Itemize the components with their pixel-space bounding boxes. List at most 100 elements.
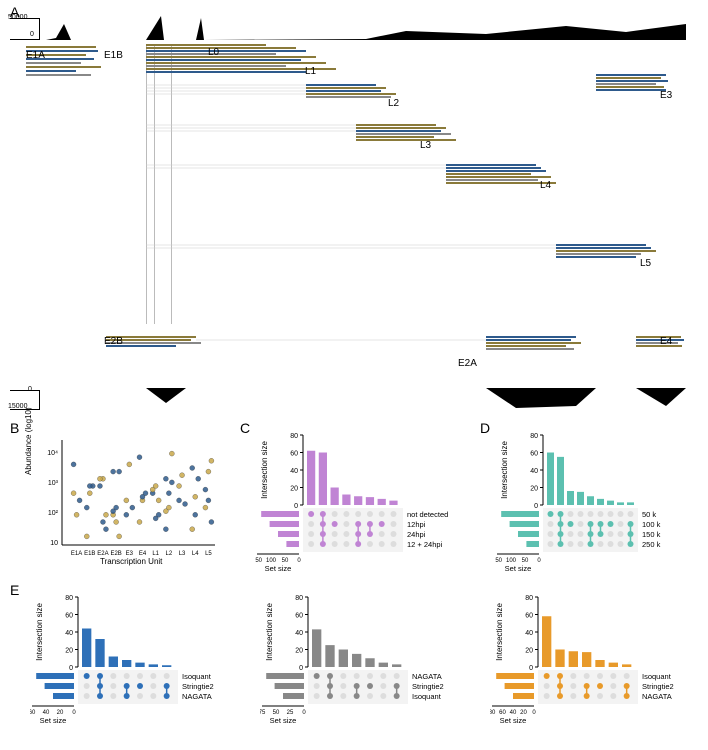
panel-a-top-coverage	[46, 16, 686, 40]
panel-e-label: E	[10, 582, 19, 598]
svg-text:40: 40	[530, 468, 538, 475]
svg-text:not detected: not detected	[407, 510, 448, 519]
label-e2a: E2A	[458, 358, 477, 369]
svg-text:10²: 10²	[48, 510, 59, 517]
svg-text:0: 0	[299, 665, 303, 672]
svg-text:80: 80	[525, 595, 533, 602]
svg-text:Set size: Set size	[505, 564, 532, 573]
panel-a-bottom-coverage	[46, 388, 686, 410]
svg-text:80: 80	[290, 433, 298, 440]
svg-text:0: 0	[69, 665, 73, 672]
svg-text:20: 20	[65, 648, 73, 655]
label-e4: E4	[660, 336, 672, 347]
svg-text:0: 0	[72, 710, 76, 716]
svg-text:0: 0	[529, 665, 533, 672]
label-e1b: E1B	[104, 50, 123, 61]
svg-text:Intersection size: Intersection size	[495, 603, 504, 661]
svg-text:10: 10	[50, 540, 58, 547]
svg-text:150: 150	[495, 558, 503, 564]
svg-text:100 k: 100 k	[642, 520, 661, 529]
svg-text:Set size: Set size	[500, 716, 527, 725]
svg-text:80: 80	[295, 595, 303, 602]
panel-c-upset: 020406080Intersection sizenot detected12…	[255, 430, 470, 575]
panel-d-label: D	[480, 420, 490, 436]
svg-text:40: 40	[525, 630, 533, 637]
panel-b-xlabel: Transcription Unit	[100, 557, 162, 566]
panel-c-label: C	[240, 420, 250, 436]
svg-text:12hpi: 12hpi	[407, 520, 426, 529]
svg-text:L4: L4	[192, 551, 199, 557]
svg-text:Set size: Set size	[40, 716, 67, 725]
svg-text:20: 20	[295, 648, 303, 655]
svg-text:10⁴: 10⁴	[47, 450, 58, 457]
svg-text:20: 20	[290, 486, 298, 493]
panel-b-chart: 10 10² 10³ 10⁴ E1AE1BE2AE2BE3E4L1L2L3L4L…	[40, 435, 220, 565]
svg-text:L5: L5	[205, 551, 212, 557]
svg-text:L3: L3	[179, 551, 186, 557]
svg-text:80: 80	[490, 710, 496, 716]
svg-text:L2: L2	[166, 551, 173, 557]
svg-text:60: 60	[30, 710, 36, 716]
panel-a-top-yscale: 50000 0	[10, 18, 40, 40]
svg-text:0: 0	[532, 710, 536, 716]
svg-text:24hpi: 24hpi	[407, 530, 426, 539]
svg-text:60: 60	[525, 613, 533, 620]
label-l0: L0	[208, 47, 219, 58]
late-tracks	[146, 44, 686, 324]
bottom-tracks	[46, 334, 686, 384]
cov-top-min: 0	[30, 31, 34, 38]
svg-text:12 + 24hpi: 12 + 24hpi	[407, 540, 443, 549]
svg-text:Set size: Set size	[270, 716, 297, 725]
svg-text:75: 75	[260, 710, 266, 716]
svg-text:E1A: E1A	[71, 551, 82, 557]
label-l2: L2	[388, 98, 399, 109]
svg-text:150: 150	[255, 558, 263, 564]
svg-text:E1B: E1B	[84, 551, 95, 557]
svg-text:80: 80	[530, 433, 538, 440]
panel-a-transcript-map	[46, 44, 686, 324]
label-l1: L1	[305, 66, 316, 77]
svg-text:0: 0	[537, 558, 541, 564]
panel-e-upset-2: 0 20 40 60 80 Intersection size NAGATAStringti…	[260, 592, 475, 742]
svg-text:Isoquant: Isoquant	[412, 692, 442, 701]
svg-text:40: 40	[65, 630, 73, 637]
label-l3: L3	[420, 140, 431, 151]
svg-text:40: 40	[295, 630, 303, 637]
svg-text:Set size: Set size	[265, 564, 292, 573]
svg-text:Isoquant: Isoquant	[182, 672, 212, 681]
svg-text:0: 0	[534, 503, 538, 510]
svg-text:0: 0	[294, 503, 298, 510]
svg-text:20: 20	[530, 486, 538, 493]
cov-top-max: 50000	[8, 14, 27, 21]
svg-text:0: 0	[297, 558, 301, 564]
svg-text:Stringtie2: Stringtie2	[412, 682, 444, 691]
label-e3: E3	[660, 90, 672, 101]
svg-text:Stringtie2: Stringtie2	[642, 682, 674, 691]
svg-text:Intersection size: Intersection size	[265, 603, 274, 661]
svg-text:Intersection size: Intersection size	[35, 603, 44, 661]
svg-text:60: 60	[65, 613, 73, 620]
svg-text:60: 60	[290, 451, 298, 458]
label-e2b: E2B	[104, 336, 123, 347]
svg-text:250 k: 250 k	[642, 540, 661, 549]
svg-text:50 k: 50 k	[642, 510, 656, 519]
svg-text:Intersection size: Intersection size	[500, 441, 509, 499]
label-l4: L4	[540, 180, 551, 191]
svg-text:10³: 10³	[48, 480, 59, 487]
svg-text:20: 20	[525, 648, 533, 655]
panel-b-ylabel: Abundance (log10)	[24, 375, 33, 475]
panel-e-upset-1: 020406080Intersection sizeIsoquantString…	[30, 592, 245, 742]
svg-text:0: 0	[302, 710, 306, 716]
svg-text:80: 80	[65, 595, 73, 602]
svg-text:60: 60	[530, 451, 538, 458]
svg-text:NAGATA: NAGATA	[182, 692, 212, 701]
svg-text:150 k: 150 k	[642, 530, 661, 539]
svg-text:40: 40	[290, 468, 298, 475]
label-l5: L5	[640, 258, 651, 269]
svg-text:NAGATA: NAGATA	[412, 672, 442, 681]
panel-b-label: B	[10, 420, 19, 436]
svg-text:Isoquant: Isoquant	[642, 672, 672, 681]
svg-text:60: 60	[295, 613, 303, 620]
panel-e-upset-3: 0 20 40 60 80 Intersection size IsoquantString…	[490, 592, 705, 742]
svg-text:NAGATA: NAGATA	[642, 692, 672, 701]
